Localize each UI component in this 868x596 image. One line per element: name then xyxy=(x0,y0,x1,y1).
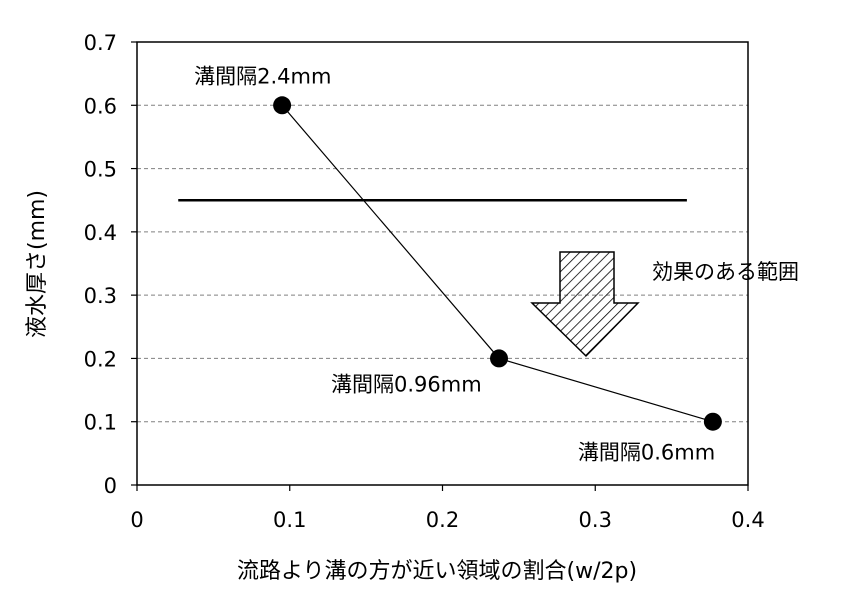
point-label: 溝間隔0.6mm xyxy=(578,441,715,465)
data-points xyxy=(273,96,722,431)
y-tick-labels: 0 0.1 0.2 0.3 0.4 0.5 0.6 0.7 xyxy=(84,31,137,498)
x-axis-title: 流路より溝の方が近い領域の割合(w/2p) xyxy=(237,559,637,584)
grid-lines xyxy=(137,104,748,423)
x-tick-labels: 0 0.1 0.2 0.3 0.4 xyxy=(130,485,765,532)
y-tick-label: 0.1 xyxy=(84,411,117,435)
x-tick-label: 0.3 xyxy=(579,508,612,532)
y-tick-label: 0.2 xyxy=(84,347,117,371)
effective-range-arrow xyxy=(530,251,640,358)
point-labels: 溝間隔2.4mm 溝間隔0.96mm 溝間隔0.6mm xyxy=(194,64,715,464)
effective-range-annotation: 効果のある範囲 xyxy=(652,260,799,284)
data-point xyxy=(273,96,292,115)
x-tick-label: 0.2 xyxy=(426,508,459,532)
x-tick-label: 0 xyxy=(130,508,143,532)
y-tick-label: 0.6 xyxy=(84,94,117,118)
down-arrow-icon xyxy=(530,251,640,358)
y-tick-label: 0.3 xyxy=(84,284,117,308)
point-label: 溝間隔0.96mm xyxy=(331,372,482,396)
data-point xyxy=(490,349,509,368)
y-tick-label: 0 xyxy=(104,474,117,498)
point-label: 溝間隔2.4mm xyxy=(194,64,331,88)
x-tick-label: 0.1 xyxy=(273,508,306,532)
y-tick-label: 0.4 xyxy=(84,221,117,245)
x-tick-label: 0.4 xyxy=(731,508,764,532)
y-tick-label: 0.7 xyxy=(84,31,117,55)
y-tick-label: 0.5 xyxy=(84,158,117,182)
data-point xyxy=(703,412,722,431)
y-axis-title: 液水厚さ(mm) xyxy=(25,190,50,338)
